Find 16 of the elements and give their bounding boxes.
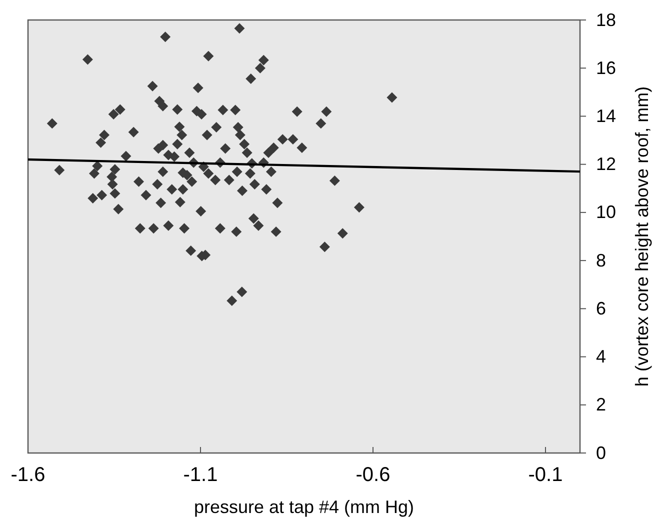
x-axis-title: pressure at tap #4 (mm Hg) [194, 497, 414, 517]
y-tick-label: 4 [596, 346, 606, 367]
y-tick-label: 10 [596, 202, 616, 222]
y-tick-label: 8 [596, 250, 606, 270]
y-axis-title: h (vortex core height above roof, mm) [632, 86, 652, 387]
x-tick-label: -1.1 [183, 464, 218, 486]
y-tick-label: 12 [596, 154, 616, 174]
y-tick-label: 14 [596, 106, 616, 126]
y-tick-label: 16 [596, 58, 616, 78]
x-tick-label: -0.1 [528, 464, 563, 486]
y-tick-label: 2 [596, 394, 606, 415]
y-tick-label: 0 [596, 442, 606, 463]
y-tick-label: 18 [596, 10, 616, 30]
x-tick-label: -0.6 [356, 464, 390, 486]
y-tick-label: 6 [596, 298, 606, 318]
x-tick-label: -1.6 [10, 464, 46, 486]
